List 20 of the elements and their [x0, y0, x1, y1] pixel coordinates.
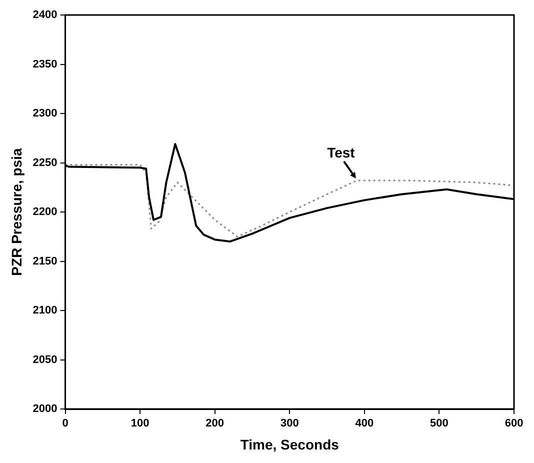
x-tick-label: 300	[280, 418, 299, 430]
x-tick-label: 0	[62, 418, 68, 430]
y-tick-label: 2200	[32, 206, 58, 218]
x-tick-label: 500	[430, 418, 448, 430]
y-tick-label: 2350	[32, 58, 58, 70]
x-axis-title: Time, Seconds	[240, 436, 340, 452]
y-tick-label: 2150	[32, 255, 58, 268]
y-tick-label: 2100	[32, 304, 58, 317]
y-tick-label: 2400	[32, 9, 58, 22]
y-tick-label: 2000	[32, 403, 58, 416]
annotation: Test	[327, 144, 356, 160]
x-tick-label: 600	[504, 418, 524, 430]
y-tick-label: 2050	[32, 354, 58, 366]
x-tick-label: 100	[130, 418, 150, 430]
y-tick-label: 2250	[32, 156, 58, 169]
y-tick-label: 2300	[32, 108, 58, 120]
y-axis-title: PZR Pressure, psia	[8, 148, 24, 276]
line-series	[65, 164, 514, 238]
x-tick-label: 200	[206, 418, 224, 430]
x-tick-label: 400	[355, 418, 374, 430]
